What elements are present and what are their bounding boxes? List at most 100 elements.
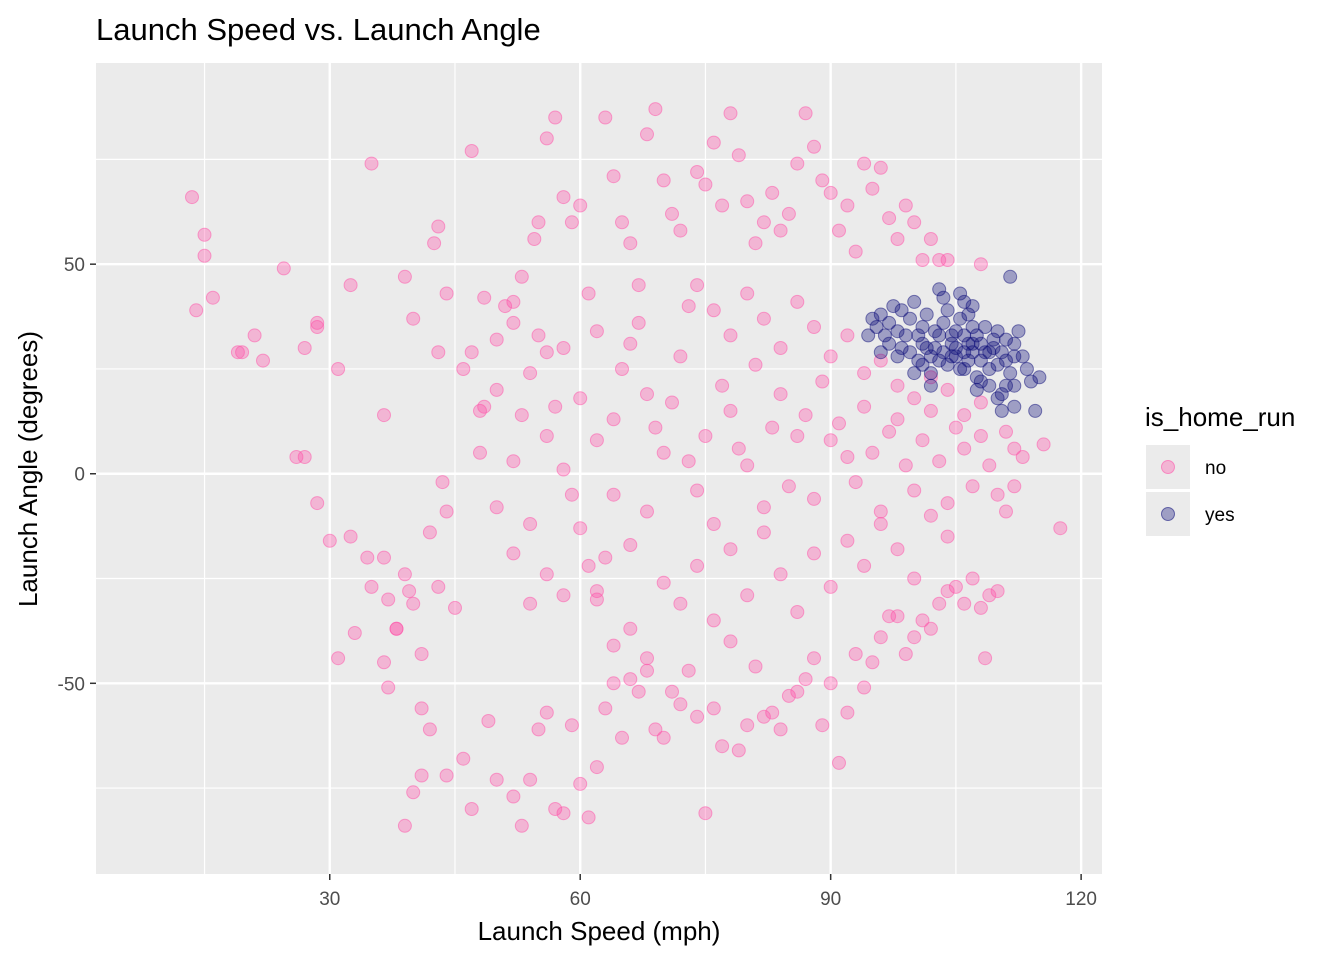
data-point-no xyxy=(397,567,412,582)
data-point-yes xyxy=(957,345,972,360)
data-point-no xyxy=(723,634,738,649)
data-point-no xyxy=(740,718,755,733)
data-point-yes xyxy=(886,299,901,314)
data-point-no xyxy=(832,755,846,770)
data-point-yes xyxy=(1032,370,1047,385)
data-point-no xyxy=(773,567,788,582)
y-axis-title: Launch Angle (degrees) xyxy=(13,331,43,607)
data-point-no xyxy=(740,194,755,209)
data-point-no xyxy=(798,106,813,121)
data-point-no xyxy=(377,655,391,670)
data-point-no xyxy=(940,584,955,599)
data-point-no xyxy=(539,131,554,146)
data-point-no xyxy=(256,353,270,368)
data-point-no xyxy=(773,387,788,402)
data-point-yes xyxy=(1019,362,1034,376)
data-point-no xyxy=(431,345,446,360)
data-point-no xyxy=(765,705,780,720)
data-point-no xyxy=(665,684,679,699)
data-point-no xyxy=(381,680,396,695)
data-point-no xyxy=(840,533,855,548)
data-point-no xyxy=(756,311,771,326)
data-point-yes xyxy=(919,341,934,355)
data-point-yes xyxy=(1028,403,1043,418)
data-point-no xyxy=(973,395,988,410)
data-point-yes xyxy=(953,286,968,301)
data-point-no xyxy=(464,802,479,816)
data-point-no xyxy=(606,169,621,184)
data-point-no xyxy=(715,198,730,213)
data-point-no xyxy=(397,818,412,833)
y-axis-ticks: -50 0 50 xyxy=(58,255,96,695)
data-point-no xyxy=(640,504,654,519)
data-point-no xyxy=(381,592,396,607)
x-tick-label: 30 xyxy=(319,889,340,910)
data-point-no xyxy=(748,236,763,251)
data-point-no xyxy=(690,558,705,573)
data-point-no xyxy=(531,328,546,343)
data-point-no xyxy=(439,768,454,783)
legend-title: is_home_run xyxy=(1145,402,1295,432)
data-point-yes xyxy=(915,320,930,334)
data-point-no xyxy=(598,110,613,125)
data-point-no xyxy=(807,139,821,154)
legend-swatch-no xyxy=(1161,460,1175,474)
data-point-yes xyxy=(923,349,938,364)
data-point-no xyxy=(656,730,671,745)
data-point-no xyxy=(857,399,872,414)
data-point-no xyxy=(189,303,204,318)
data-point-no xyxy=(698,429,713,443)
data-point-no xyxy=(665,395,679,410)
data-point-no xyxy=(656,575,671,590)
data-point-no xyxy=(548,399,563,414)
data-point-no xyxy=(456,751,471,766)
data-point-no xyxy=(890,609,905,624)
data-point-no xyxy=(489,382,504,397)
data-point-no xyxy=(999,504,1013,519)
data-point-no xyxy=(706,701,721,716)
data-point-no xyxy=(648,722,663,737)
data-point-no xyxy=(623,672,638,687)
data-point-no xyxy=(297,341,312,355)
data-point-no xyxy=(1053,521,1068,536)
data-point-no xyxy=(840,328,855,343)
data-point-yes xyxy=(973,374,988,389)
data-point-no xyxy=(807,491,821,506)
data-point-no xyxy=(690,278,705,293)
data-point-no xyxy=(723,328,738,343)
data-point-no xyxy=(310,320,325,334)
data-point-no xyxy=(1007,441,1022,456)
data-point-no xyxy=(857,680,872,695)
data-point-no xyxy=(1015,450,1030,464)
data-point-no xyxy=(932,454,947,469)
data-point-yes xyxy=(965,336,980,351)
data-point-no xyxy=(915,613,930,628)
data-point-no xyxy=(640,387,654,402)
data-point-no xyxy=(531,215,546,230)
data-point-no xyxy=(857,558,872,573)
data-point-no xyxy=(873,504,888,519)
data-point-yes xyxy=(990,391,1005,406)
data-point-yes xyxy=(978,345,993,360)
data-point-no xyxy=(832,416,846,431)
data-point-no xyxy=(489,772,504,787)
data-point-no xyxy=(807,651,821,666)
data-point-no xyxy=(681,663,696,678)
data-point-yes xyxy=(873,345,888,360)
data-point-no xyxy=(898,458,913,473)
data-point-yes xyxy=(990,357,1005,372)
data-point-no xyxy=(706,517,721,531)
data-point-no xyxy=(539,345,554,360)
data-point-no xyxy=(514,408,529,423)
data-point-no xyxy=(740,588,755,603)
data-point-no xyxy=(523,517,538,531)
data-point-no xyxy=(923,232,938,246)
data-point-no xyxy=(615,730,629,745)
y-tick-label: 50 xyxy=(64,255,85,276)
data-point-no xyxy=(523,366,538,381)
data-point-no xyxy=(957,596,972,611)
data-point-no xyxy=(673,349,688,364)
data-point-no xyxy=(377,408,391,423)
x-axis-ticks: 30 60 90 120 xyxy=(319,874,1097,910)
data-point-yes xyxy=(999,332,1013,347)
